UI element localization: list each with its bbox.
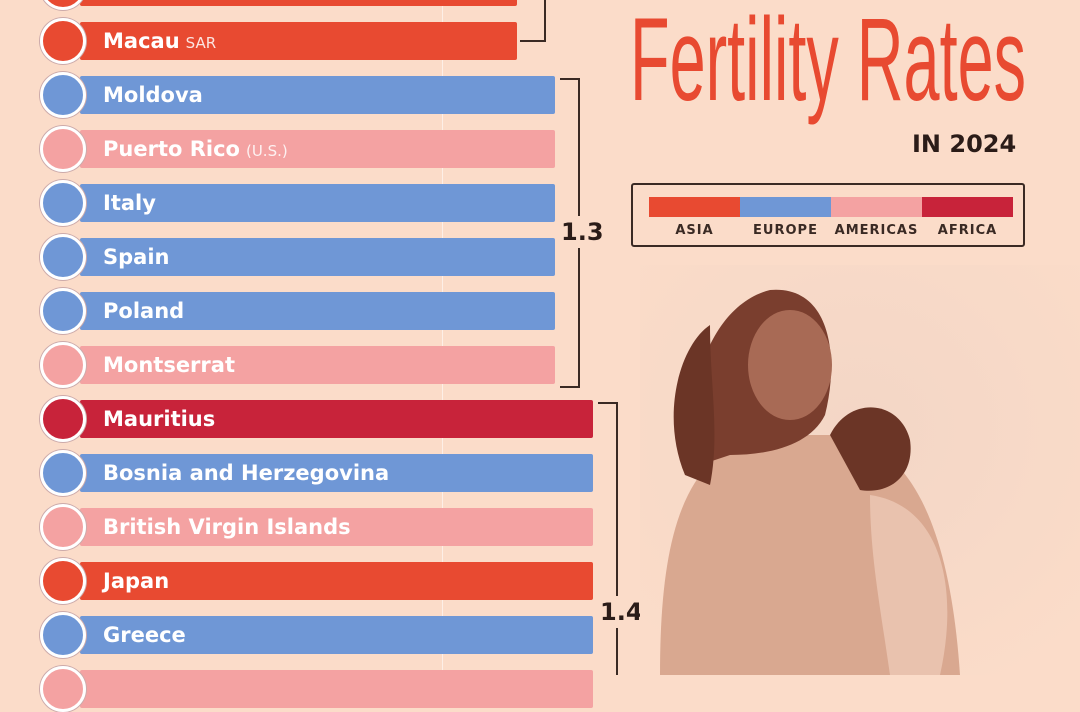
flag-icon [40,612,86,658]
country-name: Italy [103,191,156,215]
bar-label: British Virgin Islands [103,515,351,539]
legend-label-africa: AFRICA [937,223,998,238]
flag-icon [40,666,86,712]
bar-label: Greece [103,623,186,647]
country-name: Mauritius [103,407,216,431]
bracket-group-1 [520,0,546,42]
legend-swatch-africa [922,197,1013,217]
country-name: Montserrat [103,353,235,377]
flag-icon [40,126,86,172]
country-name: Greece [103,623,186,647]
bar-mauritius: Mauritius [80,400,593,438]
flag-icon [40,450,86,496]
chart-subtitle: IN 2024 [912,130,1017,158]
flag-icon [40,396,86,442]
fertility-chart: Macau SAR Moldova Puerto Rico (U.S.) Italy Spa… [40,0,1080,712]
flag-icon [40,180,86,226]
bar-label: Italy [103,191,156,215]
country-name: Spain [103,245,170,269]
flag-icon [40,558,86,604]
chart-title-graphic: Fertility Rates [630,0,1026,126]
country-name: Moldova [103,83,203,107]
flag-icon [40,18,86,64]
legend-swatch-asia [649,197,740,217]
bar-unlabeled [80,0,517,6]
country-name: Japan [103,569,170,593]
mother-child-photo [640,265,1080,675]
group-label-1-4: 1.4 [600,596,643,628]
bar-label: Macau SAR [103,29,216,53]
country-suffix: (U.S.) [245,142,288,160]
bar-montserrat: Montserrat [80,346,555,384]
group-label-1-3: 1.3 [561,216,604,248]
bar-label: Spain [103,245,169,269]
flag-icon [40,288,86,334]
legend-swatch-americas [831,197,922,217]
country-name: Puerto Rico [103,137,240,161]
bar-label: Bosnia and Herzegovina [103,461,389,485]
legend-label-europe: EUROPE [753,223,818,238]
bar-macau: Macau SAR [80,22,517,60]
bar-moldova: Moldova [80,76,555,114]
chart-title: Fertility Rates [630,0,1026,126]
bracket-group-1-4 [598,402,618,675]
bar-italy: Italy [80,184,555,222]
bar-poland: Poland [80,292,555,330]
flag-icon [40,0,86,10]
bar-bosnia-and-herzegovina: Bosnia and Herzegovina [80,454,593,492]
legend-label-asia: ASIA [675,223,714,238]
flag-icon [40,342,86,388]
gridline [442,0,443,675]
country-name: British Virgin Islands [103,515,351,539]
bar-label: Moldova [103,83,203,107]
bar-british-virgin-islands: British Virgin Islands [80,508,593,546]
flag-icon [40,72,86,118]
country-name: Macau [103,29,180,53]
flag-icon [40,234,86,280]
bar-spain: Spain [80,238,555,276]
country-suffix: SAR [185,34,217,52]
bar-greece: Greece [80,616,593,654]
country-name: Poland [103,299,185,323]
bar-japan: Japan [80,562,593,600]
legend: ASIA EUROPE AMERICAS AFRICA [631,183,1025,247]
legend-label-americas: AMERICAS [834,223,919,238]
bar-label: Japan [103,569,169,593]
country-name: Bosnia and Herzegovina [103,461,390,485]
bar-label: Puerto Rico (U.S.) [103,137,288,161]
bar-label: Mauritius [103,407,215,431]
legend-swatch-europe [740,197,831,217]
bar-puerto-rico: Puerto Rico (U.S.) [80,130,555,168]
flag-icon [40,504,86,550]
bar-label: Poland [103,299,184,323]
bar-unlabeled [80,670,593,708]
bar-label: Montserrat [103,353,235,377]
